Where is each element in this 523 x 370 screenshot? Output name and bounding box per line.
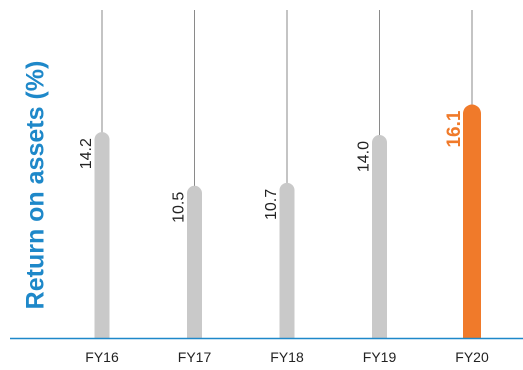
- value-label-fy19: 14.0: [356, 141, 373, 172]
- value-label-fy20: 16.1: [444, 110, 465, 147]
- bars-layer: [94, 104, 481, 338]
- x-tick-label-fy19: FY19: [363, 349, 397, 365]
- value-label-fy17: 10.5: [171, 192, 188, 223]
- bar-fy17: [187, 185, 202, 338]
- value-labels-layer: 14.2 10.5 10.7 14.0 16.1: [78, 110, 465, 223]
- bar-fy16: [94, 132, 110, 338]
- x-tick-label-fy17: FY17: [178, 349, 212, 365]
- x-tick-labels-layer: FY16 FY17 FY18 FY19 FY20: [85, 349, 489, 365]
- bar-fy20: [463, 104, 481, 338]
- stems-layer: [101, 10, 473, 194]
- value-label-fy16: 14.2: [78, 138, 95, 169]
- x-tick-label-fy20: FY20: [455, 349, 489, 365]
- x-tick-label-fy16: FY16: [85, 349, 119, 365]
- x-tick-label-fy18: FY18: [270, 349, 304, 365]
- value-label-fy18: 10.7: [263, 189, 280, 220]
- bar-fy19: [372, 135, 387, 338]
- bar-fy18: [279, 182, 295, 338]
